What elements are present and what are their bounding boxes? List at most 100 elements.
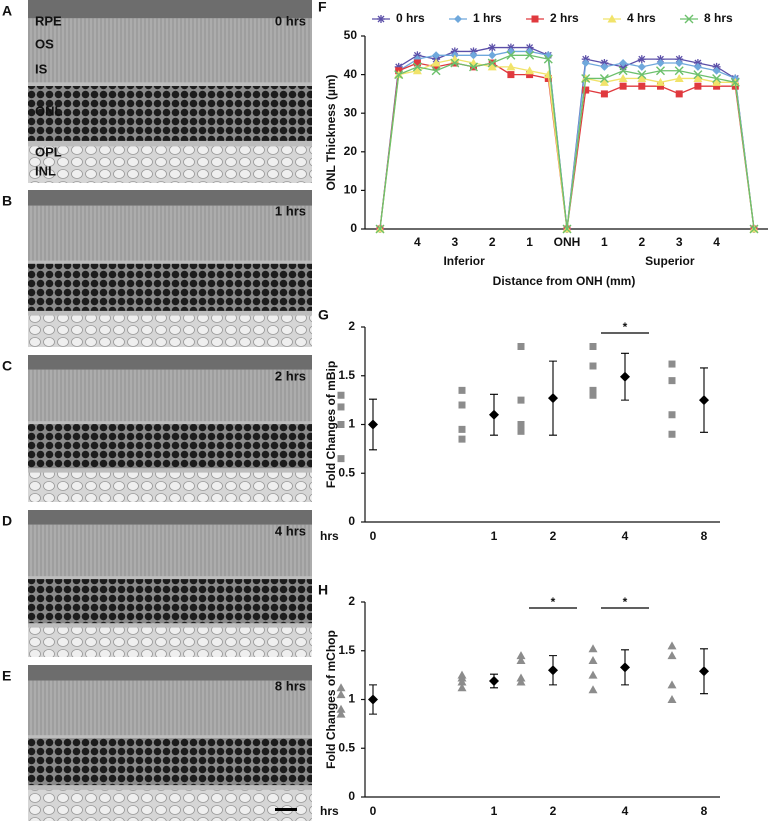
marker bbox=[589, 391, 597, 399]
layer-label: IS bbox=[35, 61, 48, 76]
marker bbox=[582, 86, 590, 94]
rpe-layer bbox=[28, 665, 312, 681]
mean-marker bbox=[699, 666, 709, 677]
x-tick-label: 4 bbox=[414, 235, 421, 249]
mean-marker bbox=[489, 409, 499, 420]
panel-letter: F bbox=[318, 0, 327, 15]
panel-letter: C bbox=[2, 358, 12, 374]
y-tick-label: 0 bbox=[350, 221, 357, 235]
marker bbox=[517, 427, 525, 435]
x-tick-label: 2 bbox=[638, 235, 645, 249]
onl-layer bbox=[28, 424, 312, 469]
inner-layer bbox=[28, 789, 312, 821]
marker bbox=[458, 425, 466, 433]
series bbox=[375, 50, 759, 234]
rpe-layer bbox=[28, 355, 312, 370]
marker bbox=[589, 362, 597, 370]
marker bbox=[674, 73, 684, 82]
time-label: 1 hrs bbox=[275, 203, 306, 218]
panel-letter: B bbox=[2, 193, 12, 209]
x-axis-title: hrs bbox=[320, 529, 339, 543]
panel-letter: D bbox=[2, 513, 12, 529]
marker bbox=[588, 656, 598, 664]
marker bbox=[637, 62, 646, 71]
legend-label: 4 hrs bbox=[627, 11, 656, 25]
y-axis-title: ONL Thickness (µm) bbox=[324, 74, 338, 190]
marker bbox=[506, 62, 516, 71]
marker bbox=[377, 15, 385, 23]
marker bbox=[713, 82, 721, 90]
legend-label: 8 hrs bbox=[704, 11, 733, 25]
layer-label: OPL bbox=[35, 144, 62, 159]
layer-label: OS bbox=[35, 36, 54, 51]
inner-layer bbox=[28, 146, 312, 183]
y-axis-title: Fold Changes of mChop bbox=[324, 630, 338, 769]
y-tick-label: 1 bbox=[348, 692, 355, 706]
inner-layer bbox=[28, 315, 312, 347]
marker bbox=[657, 82, 664, 90]
marker bbox=[693, 70, 703, 80]
panel-letter: G bbox=[318, 307, 329, 323]
marker bbox=[674, 66, 684, 76]
y-tick-label: 40 bbox=[344, 67, 358, 81]
mean-marker bbox=[620, 662, 630, 673]
marker bbox=[517, 421, 525, 428]
marker bbox=[693, 62, 702, 71]
marker bbox=[506, 47, 515, 56]
marker bbox=[637, 70, 647, 80]
marker bbox=[375, 224, 385, 234]
time-label: 2 hrs bbox=[275, 368, 306, 383]
marker bbox=[336, 690, 346, 699]
onl-layer bbox=[28, 579, 312, 624]
marker bbox=[336, 704, 346, 713]
marker bbox=[599, 77, 609, 86]
region-label: Superior bbox=[645, 254, 695, 268]
inner-layer bbox=[28, 472, 312, 502]
marker bbox=[516, 656, 526, 664]
x-tick-label: 2 bbox=[489, 235, 496, 249]
marker bbox=[337, 403, 345, 411]
photoreceptor-layer bbox=[28, 205, 312, 261]
marker bbox=[457, 670, 467, 679]
x-tick-label: 3 bbox=[451, 235, 458, 249]
mean-marker bbox=[548, 393, 558, 404]
marker bbox=[637, 73, 647, 82]
mean-marker bbox=[368, 419, 378, 430]
marker bbox=[458, 401, 466, 409]
marker bbox=[618, 73, 628, 82]
panel-letter: H bbox=[318, 582, 328, 598]
marker bbox=[668, 411, 676, 419]
marker bbox=[600, 90, 608, 98]
y-tick-label: 0 bbox=[348, 789, 355, 803]
marker bbox=[656, 66, 665, 76]
marker bbox=[638, 55, 646, 63]
layer-label: ONL bbox=[35, 103, 63, 118]
rpe-layer bbox=[28, 0, 312, 19]
y-tick-label: 10 bbox=[344, 183, 358, 197]
y-tick-label: 0 bbox=[348, 514, 355, 528]
marker bbox=[667, 651, 677, 660]
significance-mark: * bbox=[623, 320, 628, 334]
marker bbox=[656, 59, 665, 68]
legend-label: 0 hrs bbox=[396, 11, 425, 25]
marker bbox=[712, 73, 722, 83]
marker bbox=[712, 77, 722, 86]
marker bbox=[412, 62, 422, 72]
region-label: Inferior bbox=[443, 254, 485, 268]
marker bbox=[337, 455, 345, 463]
time-label: 4 hrs bbox=[275, 523, 306, 538]
y-tick-label: 30 bbox=[344, 105, 358, 119]
marker bbox=[668, 360, 676, 368]
y-tick-label: 0.5 bbox=[338, 740, 355, 754]
marker bbox=[619, 59, 628, 68]
marker bbox=[432, 51, 441, 60]
marker bbox=[525, 66, 535, 75]
marker bbox=[667, 695, 677, 703]
marker bbox=[469, 62, 478, 72]
y-tick-label: 1.5 bbox=[338, 368, 355, 382]
rpe-layer bbox=[28, 510, 312, 525]
marker bbox=[531, 15, 539, 23]
photoreceptor-layer bbox=[28, 524, 312, 577]
marker bbox=[469, 51, 478, 60]
y-axis-title: Fold Changes of mBip bbox=[324, 361, 338, 488]
